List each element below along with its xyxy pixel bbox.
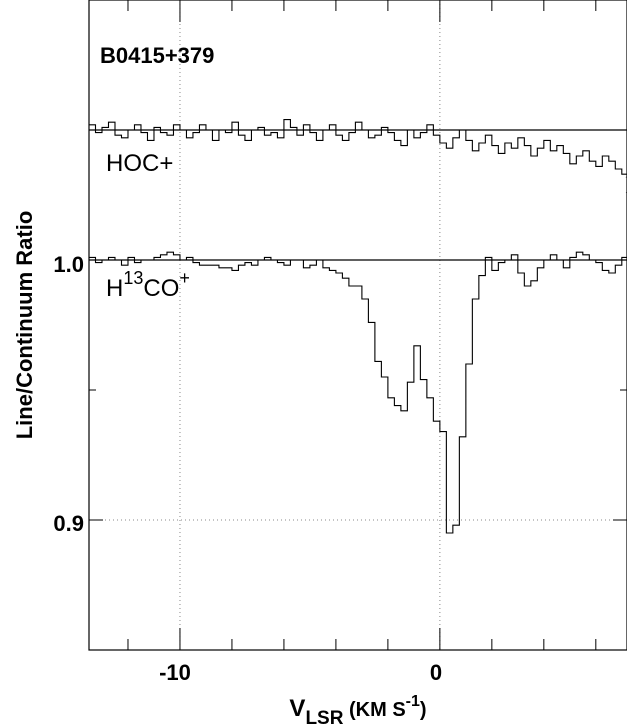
x-axis-label-unit-close: ) xyxy=(420,699,427,721)
series-line-0 xyxy=(89,119,627,193)
y-axis-label: Line/Continuum Ratio xyxy=(12,211,37,440)
plot-frame xyxy=(88,0,627,651)
annotation-h13co-part-plus: + xyxy=(179,268,190,288)
x-axis-label: VLSR (KM S-1) xyxy=(289,693,426,726)
x-axis-label-unit-sup: -1 xyxy=(406,693,420,710)
x-tick-label-minus10: -10 xyxy=(159,660,191,685)
axis-ticks xyxy=(89,0,627,651)
annotation-h13co-part-h: H xyxy=(106,275,123,302)
series-group xyxy=(89,119,627,534)
annotation-h13co-part-co: CO xyxy=(143,275,179,302)
grid-lines xyxy=(89,0,627,650)
baselines xyxy=(89,129,627,261)
annotation-hoc: HOC+ xyxy=(106,150,173,177)
x-tick-label-0: 0 xyxy=(430,660,442,685)
y-tick-label-1-0: 1.0 xyxy=(53,252,84,277)
x-axis-label-sub: LSR xyxy=(305,708,343,726)
chart-title: B0415+379 xyxy=(100,43,214,68)
annotation-h13co-part-13: 13 xyxy=(123,268,143,288)
annotation-h13co: H13CO+ xyxy=(106,268,190,302)
series-line-1 xyxy=(89,246,627,534)
x-axis-label-main: V xyxy=(289,695,305,722)
y-tick-label-0-9: 0.9 xyxy=(53,511,84,536)
x-axis-label-unit-open: (KM S xyxy=(343,699,405,721)
